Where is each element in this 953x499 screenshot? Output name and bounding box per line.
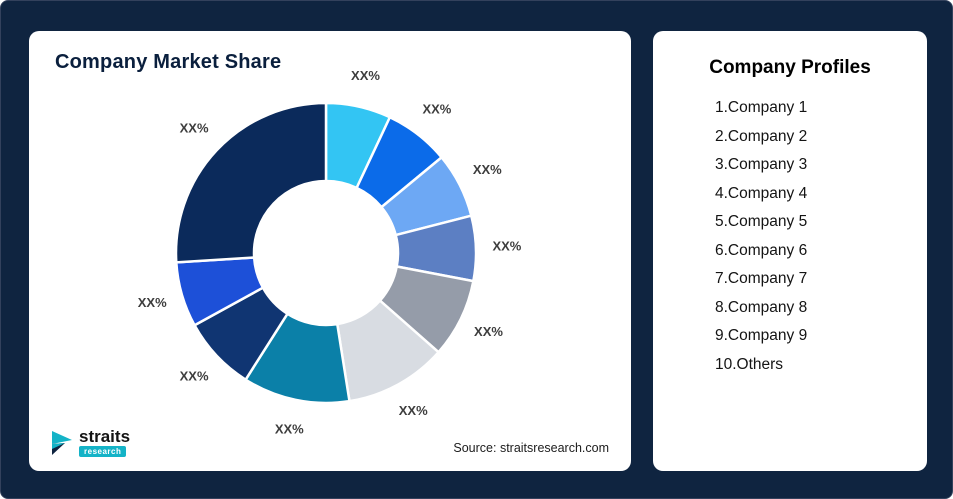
donut-chart: XX% XX% XX% XX% XX% XX% XX% XX% XX% XX% [138,68,522,437]
donut-slice [174,101,328,264]
logo-brand-text: straits [79,427,131,446]
list-item: 9.Company 9 [715,327,808,344]
list-item: 1.Company 1 [715,99,808,116]
straits-research-logo: straits research [51,428,130,457]
slice-label: XX% [492,239,521,254]
list-item: 5.Company 5 [715,213,808,230]
slice-label: XX% [138,295,167,310]
straits-logo-icon [52,430,72,455]
slice-label: XX% [422,101,451,116]
slice-label: XX% [351,68,380,83]
list-item: 7.Company 7 [715,270,808,287]
company-list: 1.Company 1 2.Company 2 3.Company 3 4.Co… [653,99,927,374]
chart-title: Company Market Share [55,51,282,73]
list-item: 8.Company 8 [715,298,808,316]
list-item: 3.Company 3 [715,156,808,173]
slice-label: XX% [473,162,502,177]
logo-sub-text: research [79,446,127,457]
slice-label: XX% [180,368,209,383]
logo-text: straits research [79,428,130,457]
slice-label: XX% [399,403,428,418]
profiles-title: Company Profiles [709,57,871,78]
source-note: Source: straitsresearch.com [453,441,609,455]
slice-label: XX% [180,121,209,136]
list-item: 2.Company 2 [715,127,808,145]
slice-label: XX% [474,324,503,339]
market-share-card: Company Market Share XX% XX% XX% XX% XX% XX% X… [29,31,631,471]
list-item: 4.Company 4 [715,184,808,202]
slice-label: XX% [275,422,304,437]
company-profiles-card: Company Profiles 1.Company 1 2.Company 2… [653,31,927,471]
list-item: 10.Others [715,355,784,373]
list-item: 6.Company 6 [715,241,808,259]
